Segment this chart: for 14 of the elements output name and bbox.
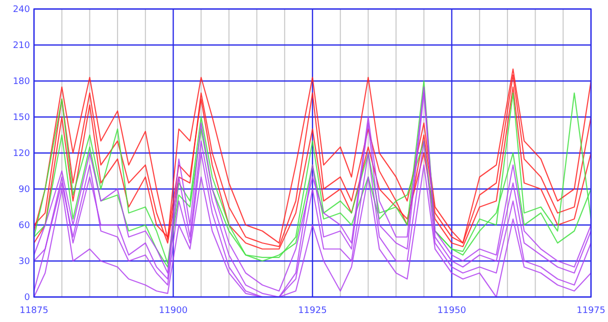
y-tick-label: 180 — [12, 77, 30, 87]
x-tick-label: 11875 — [20, 306, 48, 316]
y-tick-label: 150 — [12, 113, 30, 123]
x-tick-label: 11950 — [437, 306, 466, 316]
y-tick-label: 120 — [12, 149, 30, 159]
y-tick-label: 90 — [18, 185, 30, 195]
x-tick-label: 11925 — [298, 306, 327, 316]
y-tick-label: 30 — [18, 257, 30, 267]
y-tick-label: 240 — [12, 5, 30, 15]
x-tick-label: 11900 — [158, 306, 188, 316]
y-tick-label: 210 — [12, 41, 30, 51]
y-tick-label: 60 — [18, 221, 30, 231]
y-tick-label: 0 — [24, 293, 30, 303]
x-tick-label: 11975 — [576, 306, 606, 316]
